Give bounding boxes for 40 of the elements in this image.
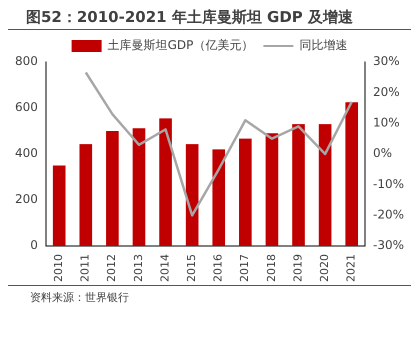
x-tick-label: 2020 — [318, 254, 331, 282]
y-tick-label: 200 — [15, 192, 38, 206]
y-tick-label: 600 — [15, 100, 38, 114]
y2-tick-label: 30% — [373, 54, 400, 68]
x-tick-label: 2015 — [185, 254, 198, 282]
bar — [266, 133, 278, 246]
x-tick-label: 2012 — [105, 254, 118, 282]
x-tick-label: 2018 — [264, 254, 278, 282]
x-tick-label: 2017 — [238, 254, 252, 282]
legend-label: 土库曼斯坦GDP（亿美元） — [108, 38, 254, 52]
y2-tick-label: -30% — [373, 238, 404, 252]
y-tick-label: 800 — [15, 54, 38, 68]
text: 资料来源：世界银行 — [30, 290, 130, 305]
bar — [345, 102, 358, 246]
x-tick-label: 2013 — [132, 254, 145, 282]
y2-tick-label: 10% — [373, 115, 400, 130]
y2-tick-label: -20% — [373, 207, 404, 222]
bar — [212, 149, 226, 246]
x-tick-label: 2014 — [158, 254, 172, 282]
bar — [106, 131, 119, 246]
bar — [132, 128, 146, 246]
x-tick-label: 2010 — [52, 254, 66, 282]
y2-tick-label: -10% — [373, 176, 404, 191]
x-tick-label: 2011 — [78, 254, 92, 282]
bar — [79, 144, 92, 246]
legend-label: 同比增速 — [299, 38, 348, 52]
bar — [292, 124, 305, 246]
bar — [159, 118, 172, 246]
bar — [239, 138, 252, 246]
bar — [318, 124, 332, 246]
bar — [186, 144, 198, 246]
y2-tick-label: 0% — [373, 146, 392, 160]
x-tick-label: 2019 — [291, 254, 304, 282]
x-tick-label: 2016 — [212, 254, 225, 282]
x-tick-label: 2021 — [344, 254, 358, 282]
y-tick-label: 0 — [30, 238, 38, 252]
y-tick-label: 400 — [15, 146, 38, 160]
bar — [52, 166, 66, 246]
chart-title: 图52：2010-2021 年土库曼斯坦 GDP 及增速 — [8, 8, 411, 30]
y2-tick-label: 20% — [373, 84, 400, 99]
